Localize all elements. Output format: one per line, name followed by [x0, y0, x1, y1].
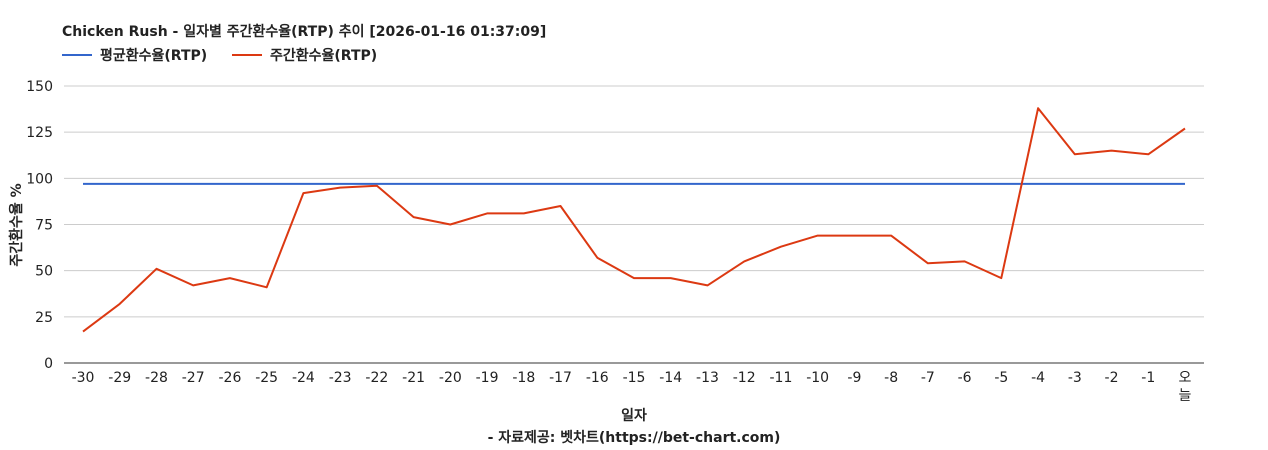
x-tick-label: -17: [549, 370, 572, 386]
legend-label-average: 평균환수율(RTP): [100, 47, 207, 64]
y-axis-ticks: 0 25 50 75 100 125 150: [26, 79, 53, 372]
y-tick-label: 25: [35, 310, 53, 326]
y-tick-label: 0: [44, 356, 53, 372]
x-axis-title: 일자: [621, 408, 647, 424]
x-tick-label: -29: [108, 370, 131, 386]
x-tick-label: -27: [182, 370, 205, 386]
legend-label-weekly: 주간환수율(RTP): [270, 47, 377, 64]
x-tick-label: -26: [218, 370, 241, 386]
x-tick-label: -21: [402, 370, 425, 386]
y-tick-label: 100: [26, 171, 53, 187]
x-tick-label: -10: [806, 370, 829, 386]
x-tick-label: -28: [145, 370, 168, 386]
y-tick-label: 50: [35, 264, 53, 280]
x-tick-label: -30: [72, 370, 95, 386]
x-tick-label: -6: [958, 370, 972, 386]
series-line-weekly: [82, 107, 1186, 333]
x-tick-label: -23: [329, 370, 352, 386]
x-tick-label: -24: [292, 370, 315, 386]
source-credit: - 자료제공: 벳차트(https://bet-chart.com): [488, 429, 781, 446]
x-tick-label: -4: [1031, 370, 1045, 386]
legend: 평균환수율(RTP) 주간환수율(RTP): [62, 47, 377, 64]
x-tick-label: -8: [884, 370, 898, 386]
series-lines: [82, 107, 1186, 333]
x-tick-label: -5: [994, 370, 1008, 386]
gridlines: [64, 85, 1204, 364]
x-tick-label: -25: [255, 370, 278, 386]
x-tick-label: -22: [365, 370, 388, 386]
x-tick-label: -11: [769, 370, 792, 386]
x-tick-label: -12: [733, 370, 756, 386]
x-tick-label: -7: [921, 370, 935, 386]
x-tick-label: -9: [847, 370, 861, 386]
x-axis-ticks: -30 -29 -28 -27 -26 -25 -24 -23 -22 -21 -20 -19 -18-…: [72, 370, 1192, 404]
x-tick-label: -18: [512, 370, 535, 386]
x-tick-label: -2: [1105, 370, 1119, 386]
y-tick-label: 150: [26, 79, 53, 95]
x-tick-label: -19: [476, 370, 499, 386]
x-tick-label: -1: [1141, 370, 1155, 386]
x-tick-label: -3: [1068, 370, 1082, 386]
chart-title: Chicken Rush - 일자별 주간환수율(RTP) 추이 [2026-0…: [62, 23, 546, 40]
x-tick-label: -13: [696, 370, 719, 386]
x-tick-label: -15: [623, 370, 646, 386]
x-tick-label: -14: [659, 370, 682, 386]
y-tick-label: 75: [35, 218, 53, 234]
y-tick-label: 125: [26, 125, 53, 141]
x-tick-label: -20: [439, 370, 462, 386]
y-axis-title: 주간환수율 %: [8, 183, 25, 266]
x-tick-label: -16: [586, 370, 609, 386]
